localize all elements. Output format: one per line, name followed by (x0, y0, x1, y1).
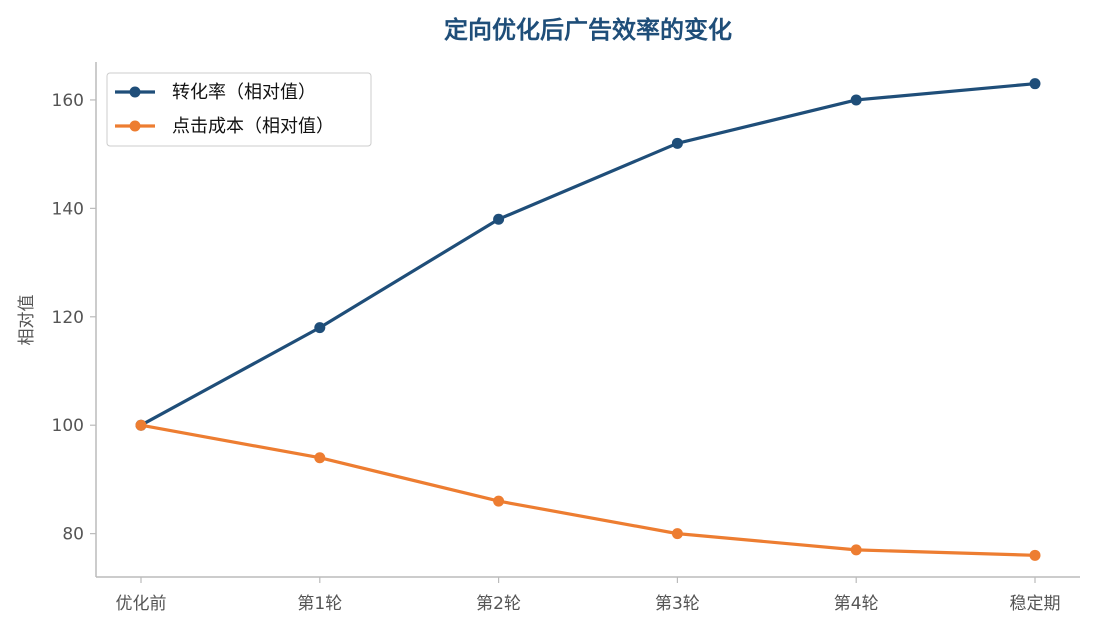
data-point (850, 94, 862, 106)
y-axis-label: 相对值 (17, 295, 37, 346)
y-tick-label: 100 (52, 416, 84, 436)
data-point (314, 452, 326, 464)
series-group (135, 78, 1041, 431)
y-ticks: 80 100 120 140 160 (52, 91, 96, 545)
legend-label: 转化率（相对值） (172, 82, 316, 103)
data-point (135, 419, 147, 431)
data-point (1029, 78, 1041, 90)
series-layer (135, 78, 1041, 561)
y-tick-label: 120 (52, 308, 84, 328)
x-ticks: 优化前 第1轮 第2轮 第3轮 第4轮 稳定期 (116, 577, 1061, 614)
data-point (671, 528, 683, 540)
x-tick-label: 稳定期 (1010, 594, 1061, 614)
axes (95, 62, 1080, 578)
data-point (493, 213, 505, 225)
chart-title: 定向优化后广告效率的变化 (444, 16, 732, 44)
series-line (139, 82, 1037, 427)
legend-box (106, 72, 372, 147)
y-tick-label: 140 (52, 199, 84, 219)
x-tick-label: 第3轮 (655, 594, 700, 614)
data-point (850, 544, 862, 556)
data-point (493, 495, 505, 507)
legend: 转化率（相对值） 点击成本（相对值） (106, 72, 372, 147)
legend-label: 点击成本（相对值） (172, 116, 334, 137)
data-point (314, 322, 326, 334)
x-tick-label: 第4轮 (834, 594, 879, 614)
legend-marker (129, 86, 141, 98)
series-line (139, 423, 1037, 557)
data-point (1029, 549, 1041, 561)
x-tick-label: 第1轮 (297, 594, 342, 614)
legend-marker (129, 120, 141, 132)
y-tick-label: 160 (52, 91, 84, 111)
legend-items: 转化率（相对值） 点击成本（相对值） (115, 82, 334, 137)
x-tick-label: 优化前 (116, 594, 167, 614)
series-group (135, 419, 1041, 561)
y-tick-label: 80 (62, 525, 84, 545)
x-tick-label: 第2轮 (476, 594, 521, 614)
data-point (671, 137, 683, 149)
